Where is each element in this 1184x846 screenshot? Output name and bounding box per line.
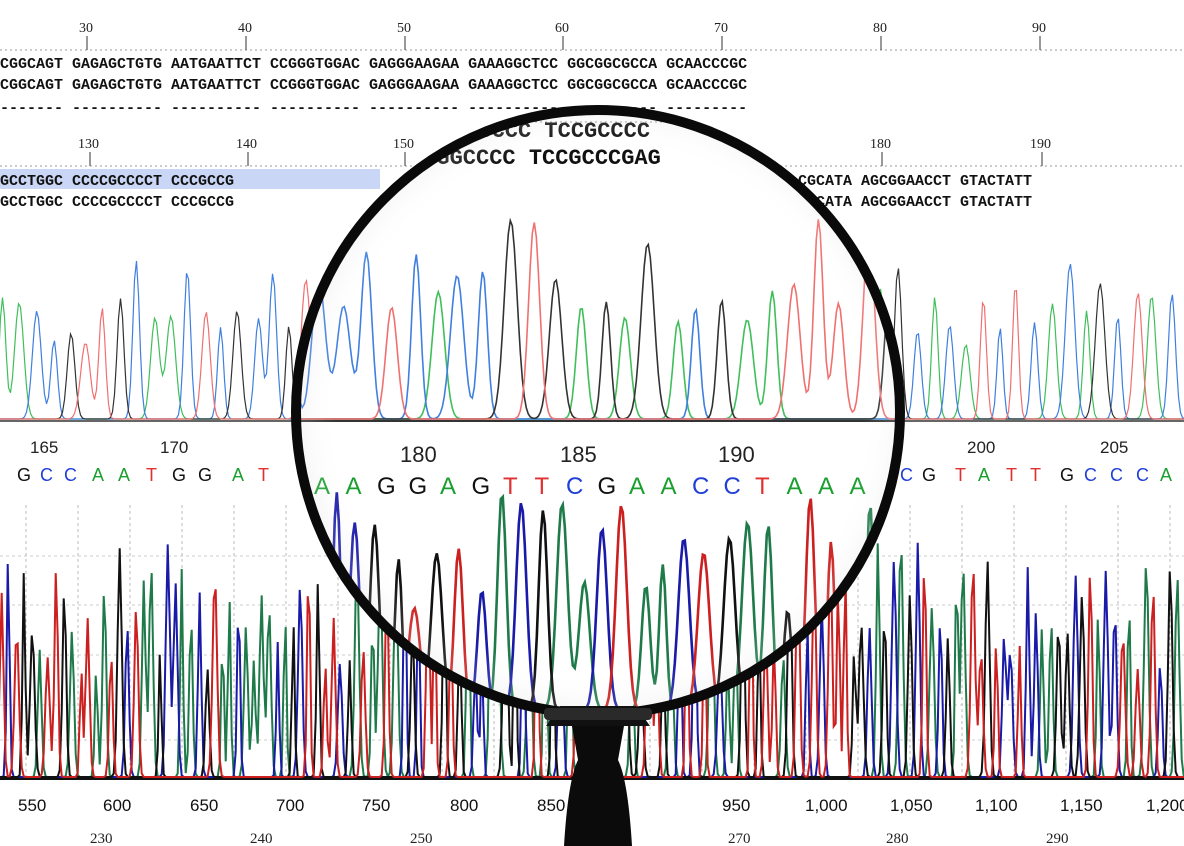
x-tick-1,100: 1,100 [975,796,1018,815]
ruler-top: 30 40 50 60 70 80 90 [79,21,1046,50]
bottom-number-290: 290 [1046,831,1069,846]
basecall-A: A [92,465,104,485]
magnifying-glass-icon [291,105,905,846]
basecall-T: T [1030,465,1041,485]
position-165: 165 [30,438,58,457]
ruler-middle: 130 140 150 180 190 [78,137,1051,166]
basecall-G: G [17,465,31,485]
ruler-label-140: 140 [236,137,257,152]
sequence-row-1b: CGGCAGT GAGAGCTGTG AATGAATTCT CCGGGTGGAC… [0,77,747,94]
basecall-A: A [1160,465,1172,485]
handle-grip [564,726,632,846]
basecall-T: T [955,465,966,485]
x-tick-600: 600 [103,796,131,815]
sequence-row-1a: CGGCAGT GAGAGCTGTG AATGAATTCT CCGGGTGGAC… [0,56,747,73]
ruler-label-50: 50 [397,21,411,36]
x-tick-1,150: 1,150 [1060,796,1103,815]
basecall-C: C [1110,465,1123,485]
sequence-row-2b-left: GCCTGGC CCCCGCCCCT CCCGCCG [0,194,234,211]
basecall-C: C [1084,465,1097,485]
basecall-G: G [922,465,936,485]
lens-glare [298,112,898,712]
bottom-number-250: 250 [410,831,433,846]
basecall-A: A [978,465,990,485]
basecall-T: T [146,465,157,485]
x-tick-550: 550 [18,796,46,815]
basecall-C: C [900,465,913,485]
basecall-C: C [1136,465,1149,485]
ruler-label-90: 90 [1032,21,1046,36]
x-tick-1,050: 1,050 [890,796,933,815]
x-tick-700: 700 [276,796,304,815]
basecall-T: T [1006,465,1017,485]
basecall-C: C [64,465,77,485]
ruler-label-80: 80 [873,21,887,36]
bottom-number-270: 270 [728,831,751,846]
basecall-C: C [40,465,53,485]
bottom-number-280: 280 [886,831,909,846]
x-tick-850: 850 [537,796,565,815]
position-205: 205 [1100,438,1128,457]
x-tick-800: 800 [450,796,478,815]
ruler-label-30: 30 [79,21,93,36]
bottom-number-240: 240 [250,831,273,846]
x-tick-750: 750 [362,796,390,815]
basecall-A: A [232,465,244,485]
basecall-G: G [1060,465,1074,485]
ruler-label-60: 60 [555,21,569,36]
handle-ring [544,708,652,720]
x-tick-650: 650 [190,796,218,815]
x-axis-ticks: 550 600 650 700 750 800 850 950 1,000 1,050 1,100 1… [18,796,1184,815]
position-200: 200 [967,438,995,457]
basecall-T: T [258,465,269,485]
ruler-label-180: 180 [870,137,891,152]
ruler-label-150: 150 [393,137,414,152]
sequence-row-2a-left: GCCTGGC CCCCGCCCCT CCCGCCG [0,173,234,190]
x-tick-950: 950 [722,796,750,815]
x-tick-1,000: 1,000 [805,796,848,815]
sequence-row-2b-right: CGCATA AGCGGAACCT GTACTATT [798,194,1032,211]
basecall-G: G [172,465,186,485]
bottom-number-230: 230 [90,831,113,846]
basecall-G: G [198,465,212,485]
ruler-label-190: 190 [1030,137,1051,152]
selection-highlight [0,169,380,189]
ruler-label-130: 130 [78,137,99,152]
sequence-row-2a-right: CGCATA AGCGGAACCT GTACTATT [798,173,1032,190]
basecall-A: A [118,465,130,485]
ruler-label-40: 40 [238,21,252,36]
x-tick-1,200: 1,200 [1146,796,1184,815]
bottom-position-numbers: 230 240 250 270 280 290 [90,831,1069,846]
position-170: 170 [160,438,188,457]
ruler-label-70: 70 [714,21,728,36]
